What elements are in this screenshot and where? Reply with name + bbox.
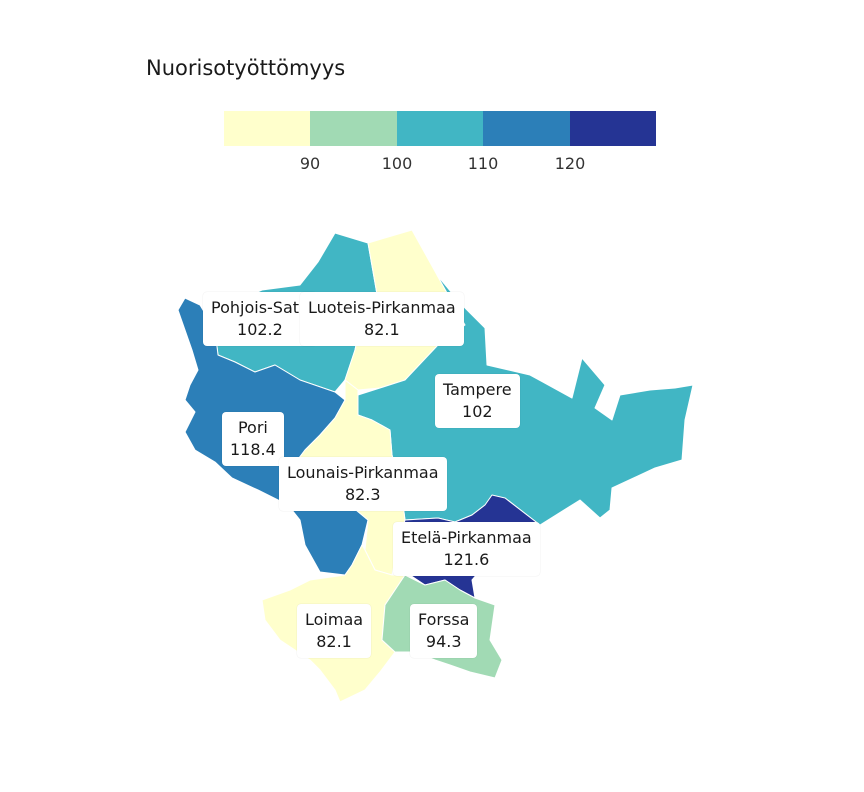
region-name: Luoteis-Pirkanmaa xyxy=(308,298,456,317)
region-value: 82.3 xyxy=(344,485,381,504)
region-name: Tampere xyxy=(443,380,512,399)
region-label-loimaa: Loimaa 82.1 xyxy=(297,604,372,658)
region-label-etela-pirkanmaa: Etelä-Pirkanmaa 121.6 xyxy=(393,522,540,576)
region-value: 118.4 xyxy=(230,440,276,459)
region-label-lounais-pirkanmaa: Lounais-Pirkanmaa 82.3 xyxy=(279,457,447,511)
region-name: Loimaa xyxy=(305,610,364,629)
legend-tick-110: 110 xyxy=(467,154,499,173)
region-value: 102.2 xyxy=(237,320,283,339)
region-label-luoteis-pirkanmaa: Luoteis-Pirkanmaa 82.1 xyxy=(300,292,464,346)
region-name: Etelä-Pirkanmaa xyxy=(401,528,532,547)
legend-swatch-4 xyxy=(483,111,570,146)
color-legend xyxy=(224,111,656,146)
region-value: 82.1 xyxy=(316,632,352,651)
legend-tick-100: 100 xyxy=(381,154,413,173)
region-label-forssa: Forssa 94.3 xyxy=(410,604,478,658)
map-title: Nuorisotyöttömyys xyxy=(146,56,346,80)
region-name: Pohjois-Sata xyxy=(211,298,309,317)
legend-swatch-3 xyxy=(396,111,484,146)
region-name: Pori xyxy=(237,418,268,437)
region-value: 121.6 xyxy=(443,550,490,569)
legend-swatch-1 xyxy=(224,111,311,146)
region-value: 82.1 xyxy=(364,320,400,339)
region-label-pori: Pori 118.4 xyxy=(222,412,284,466)
region-name: Lounais-Pirkanmaa xyxy=(287,463,439,482)
legend-tick-90: 90 xyxy=(299,154,321,173)
region-name: Forssa xyxy=(418,610,470,629)
region-value: 102 xyxy=(462,402,493,421)
region-label-tampere: Tampere 102 xyxy=(435,374,520,428)
region-value: 94.3 xyxy=(425,632,462,651)
region-label-pohjois-satakunta: Pohjois-Sata 102.2 xyxy=(203,292,317,346)
legend-swatch-5 xyxy=(569,111,656,146)
legend-swatch-2 xyxy=(310,111,397,146)
legend-tick-120: 120 xyxy=(554,154,586,173)
